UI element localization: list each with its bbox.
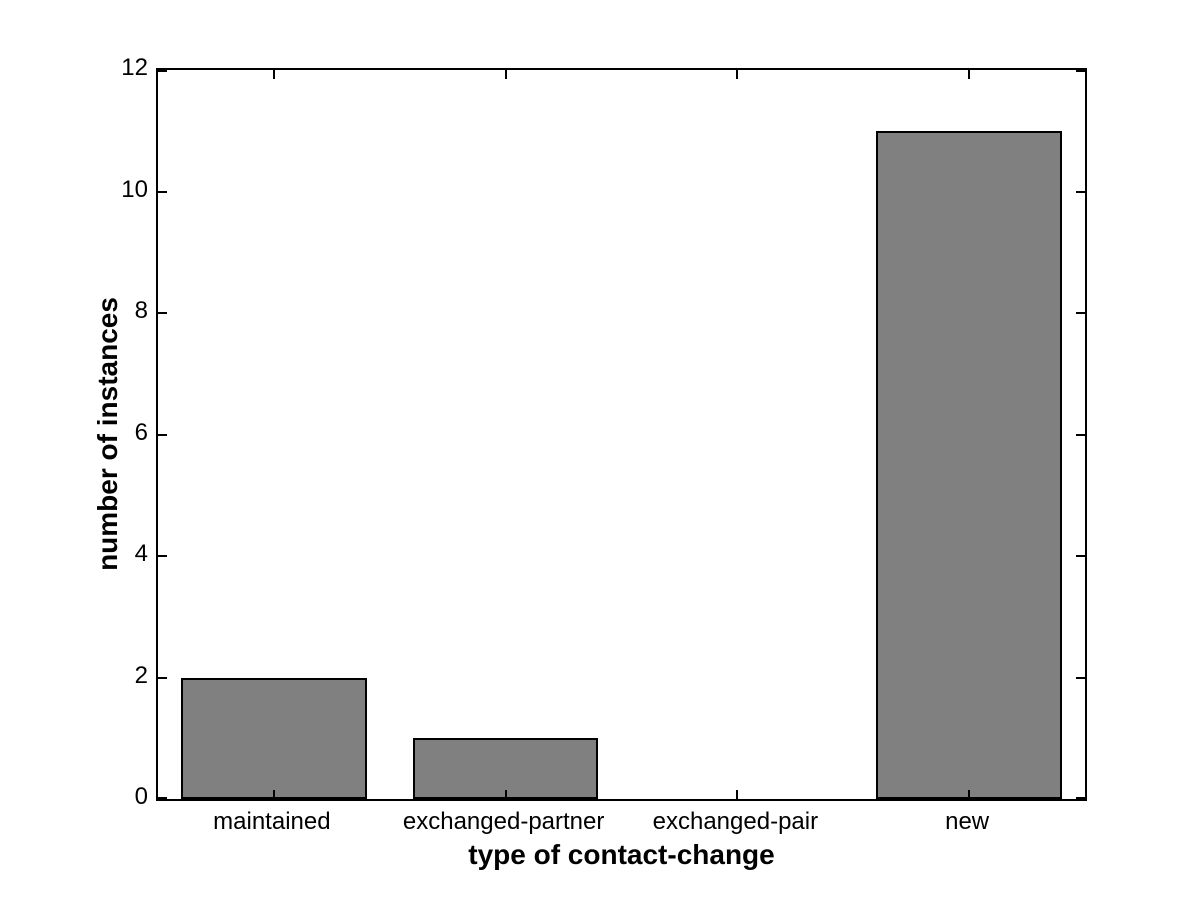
y-tick-mark [1076,70,1085,72]
x-tick-label-exchanged-partner: exchanged-partner [402,808,605,835]
x-tick-label-new: new [945,808,990,835]
y-tick-mark [158,797,167,799]
y-tick-label: 8 [134,297,148,324]
x-tick-mark [272,790,275,799]
bar-maintained [181,677,367,799]
x-tick-mark [504,70,507,79]
y-tick-label: 6 [134,418,148,446]
x-tick-mark [968,790,971,799]
plot-area [156,68,1087,801]
y-tick-mark [1076,433,1085,436]
y-tick-label: 2 [134,661,148,689]
x-tick-mark [736,790,739,799]
bar-new [876,130,1062,799]
y-tick-label: 0 [134,783,148,810]
y-tick-mark [1076,676,1085,679]
y-tick-mark [1076,797,1085,799]
y-tick-mark [158,190,167,193]
x-tick-mark [736,70,739,79]
y-tick-mark [158,70,167,72]
y-tick-mark [1076,190,1085,193]
x-tick-label-maintained: maintained [213,808,331,835]
x-axis-label: type of contact-change [468,839,775,870]
y-tick-mark [158,433,167,436]
y-tick-mark [158,555,167,557]
y-tick-mark [1076,312,1085,314]
x-tick-mark [504,790,507,799]
y-tick-mark [158,676,167,679]
y-tick-mark [158,312,167,314]
y-tick-label: 4 [134,540,148,567]
y-tick-label: 12 [121,54,148,81]
y-tick-label: 10 [121,175,148,203]
y-tick-mark [1076,555,1085,557]
x-tick-label-exchanged-pair: exchanged-pair [652,808,819,835]
x-tick-mark [272,70,275,79]
x-tick-mark [968,70,971,79]
